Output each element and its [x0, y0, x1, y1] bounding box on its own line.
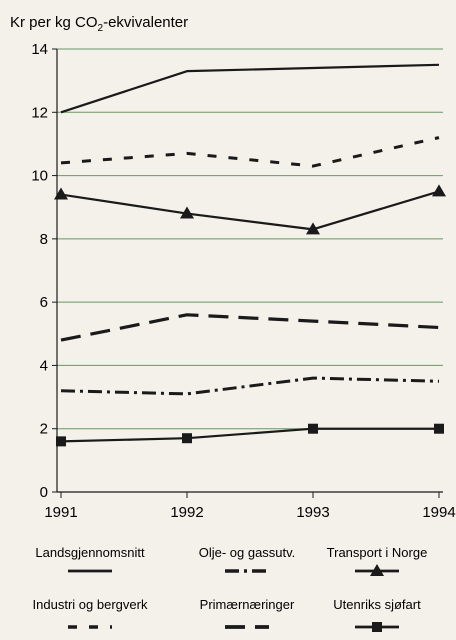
gridlines: [57, 48, 443, 430]
series-marker-transport-i-norge-1992: [180, 206, 194, 219]
series-line-landsgjennomsnitt: [60, 63, 440, 114]
series-marker-utenriks-sjøfart-1993: [308, 423, 318, 434]
legend-label-utenriks-sjøfart: Utenriks sjøfart: [333, 597, 421, 612]
series-line-primærnæringer: [60, 313, 440, 342]
x-tick-label-1991: 1991: [44, 504, 77, 521]
x-tick-label-1992: 1992: [170, 504, 203, 521]
y-tick-label-14: 14: [31, 41, 48, 58]
series-marker-utenriks-sjøfart-1992: [182, 433, 192, 444]
y-tick-label-4: 4: [40, 357, 48, 374]
tick-labels: 0 2 4 6 8 10 12 14 1991 1992 1993 1994: [31, 41, 455, 521]
legend-label-industri-og-bergverk: Industri og bergverk: [33, 597, 148, 612]
legend: Landsgjennomsnitt Olje- og gassutv. Transp…: [33, 545, 428, 632]
series-marker-utenriks-sjøfart-1994: [434, 423, 444, 434]
y-tick-label-10: 10: [31, 168, 48, 185]
legend-label-transport-i-norge: Transport i Norge: [327, 545, 428, 560]
series-line-utenriks-sjøfart: [60, 427, 439, 443]
y-axis-title: Kr per kg CO2-ekvivalenter: [10, 14, 188, 34]
y-tick-label-12: 12: [31, 104, 48, 121]
y-tick-label-2: 2: [40, 421, 48, 438]
legend-label-olje-og-gassutv: Olje- og gassutv.: [199, 545, 296, 560]
legend-marker-transport-i-norge: [370, 564, 384, 576]
y-tick-label-0: 0: [40, 484, 48, 501]
series-marker-transport-i-norge-1994: [432, 184, 446, 197]
x-tick-label-1994: 1994: [422, 504, 455, 521]
legend-marker-utenriks-sjøfart: [372, 622, 382, 632]
series-line-transport-i-norge: [60, 190, 440, 231]
series-marker-utenriks-sjøfart-1991: [56, 436, 66, 447]
series-lines: [54, 63, 446, 447]
axes: [52, 48, 443, 498]
x-tick-label-1993: 1993: [296, 504, 329, 521]
series-line-industri-og-bergverk: [60, 136, 440, 168]
series-marker-transport-i-norge-1991: [54, 187, 68, 200]
legend-label-landsgjennomsnitt: Landsgjennomsnitt: [35, 545, 145, 560]
series-marker-transport-i-norge-1993: [306, 222, 320, 235]
legend-label-primærnæringer: Primærnæringer: [200, 597, 295, 612]
series-line-olje-og-gassutv: [60, 376, 440, 396]
y-tick-label-6: 6: [40, 294, 48, 311]
y-tick-label-8: 8: [40, 231, 48, 248]
